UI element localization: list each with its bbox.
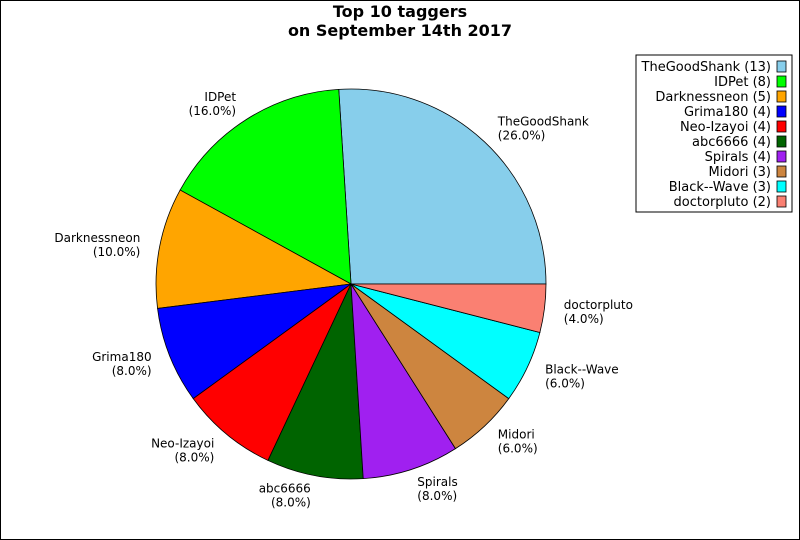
- slice-label-thegoodshank: TheGoodShank (26.0%): [497, 115, 589, 143]
- legend-label: Black--Wave (3): [669, 180, 771, 195]
- legend-label: TheGoodShank (13): [641, 60, 771, 75]
- pie-slice-grima180: [157, 283, 352, 400]
- slice-label-grima180: Grima180 (8.0%): [92, 350, 152, 378]
- legend-label: abc6666 (4): [692, 135, 771, 150]
- pie-slice-abc6666: [267, 283, 364, 480]
- slice-label-abc6666: abc6666 (8.0%): [259, 482, 311, 510]
- chart-title: Top 10 taggers: [333, 2, 467, 21]
- slice-label-midori: Midori (6.0%): [498, 427, 538, 455]
- legend-box: [635, 54, 793, 213]
- legend-swatch: [776, 165, 787, 178]
- pie-slices: [155, 88, 547, 480]
- pie-slice-neo-izayoi: [192, 283, 352, 461]
- slice-label-idpet: IDPet (16.0%): [189, 90, 237, 118]
- legend-swatch: [776, 60, 787, 73]
- legend-label: Darknessneon (5): [655, 90, 771, 105]
- legend-swatch: [776, 90, 787, 103]
- pie-slice-darknessneon: [155, 189, 353, 309]
- legend-label: Neo-Izayoi (4): [680, 120, 771, 135]
- slice-label-darknessneon: Darknessneon (10.0%): [54, 231, 140, 259]
- legend: TheGoodShank (13)IDPet (8)Darknessneon (…: [635, 54, 793, 213]
- chart-subtitle: on September 14th 2017: [288, 21, 512, 40]
- slice-label-black-wave: Black--Wave (6.0%): [545, 362, 619, 390]
- slice-label-spirals: Spirals (8.0%): [417, 475, 457, 503]
- slice-labels: TheGoodShank (26.0%) IDPet (16.0%) Darknessn…: [54, 90, 633, 510]
- slice-label-neo-izayoi: Neo-Izayoi (8.0%): [151, 436, 214, 464]
- legend-label: Spirals (4): [705, 150, 771, 165]
- pie-slice-spirals: [350, 283, 457, 480]
- legend-swatch: [776, 105, 787, 118]
- slice-label-doctorpluto: doctorpluto (4.0%): [564, 298, 633, 326]
- legend-label: IDPet (8): [714, 75, 771, 90]
- legend-swatch: [776, 195, 787, 208]
- legend-label: Grima180 (4): [684, 105, 771, 120]
- pie-slice-doctorpluto: [350, 283, 547, 333]
- pie-slice-thegoodshank: [338, 88, 547, 285]
- pie-slice-idpet: [179, 88, 352, 285]
- legend-swatch: [776, 180, 787, 193]
- legend-swatch: [776, 135, 787, 148]
- legend-swatch: [776, 120, 787, 133]
- legend-swatch: [776, 150, 787, 163]
- legend-label: Midori (3): [708, 165, 771, 180]
- legend-swatch: [776, 75, 787, 88]
- legend-label: doctorpluto (2): [674, 195, 771, 210]
